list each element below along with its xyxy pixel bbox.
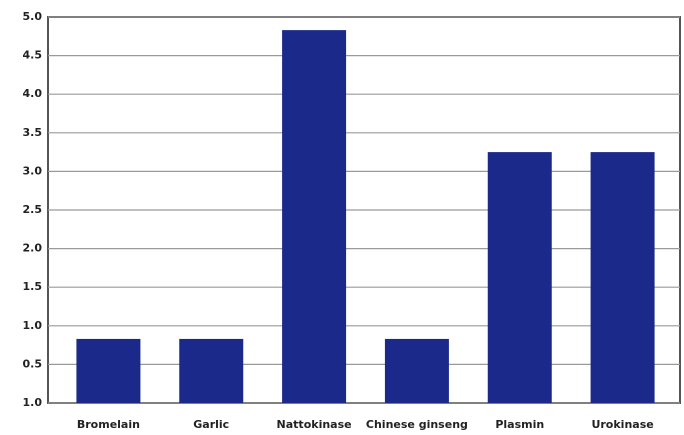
bar bbox=[76, 338, 141, 403]
y-tick-label: 4.5 bbox=[23, 49, 43, 62]
y-tick-label: 0.5 bbox=[23, 357, 43, 370]
bar bbox=[179, 338, 244, 403]
y-tick-label: 4.0 bbox=[23, 87, 43, 100]
bar bbox=[590, 152, 655, 403]
y-tick-label: 1.0 bbox=[23, 319, 43, 332]
y-tick-label: 5.0 bbox=[23, 10, 43, 23]
x-tick-label: Chinese ginseng bbox=[366, 418, 468, 431]
bar bbox=[282, 30, 347, 404]
x-tick-label: Garlic bbox=[193, 418, 229, 431]
x-tick-label: Bromelain bbox=[77, 418, 140, 431]
y-tick-label: 1.0 bbox=[23, 396, 43, 409]
y-tick-label: 1.5 bbox=[23, 280, 43, 293]
bar bbox=[384, 338, 449, 403]
y-tick-label: 2.5 bbox=[23, 203, 43, 216]
y-tick-label: 2.0 bbox=[23, 242, 43, 255]
x-tick-label: Nattokinase bbox=[277, 418, 352, 431]
y-tick-label: 3.0 bbox=[23, 164, 43, 177]
bar bbox=[487, 152, 552, 403]
y-tick-label: 3.5 bbox=[23, 126, 43, 139]
x-tick-label: Urokinase bbox=[591, 418, 653, 431]
x-tick-label: Plasmin bbox=[495, 418, 544, 431]
